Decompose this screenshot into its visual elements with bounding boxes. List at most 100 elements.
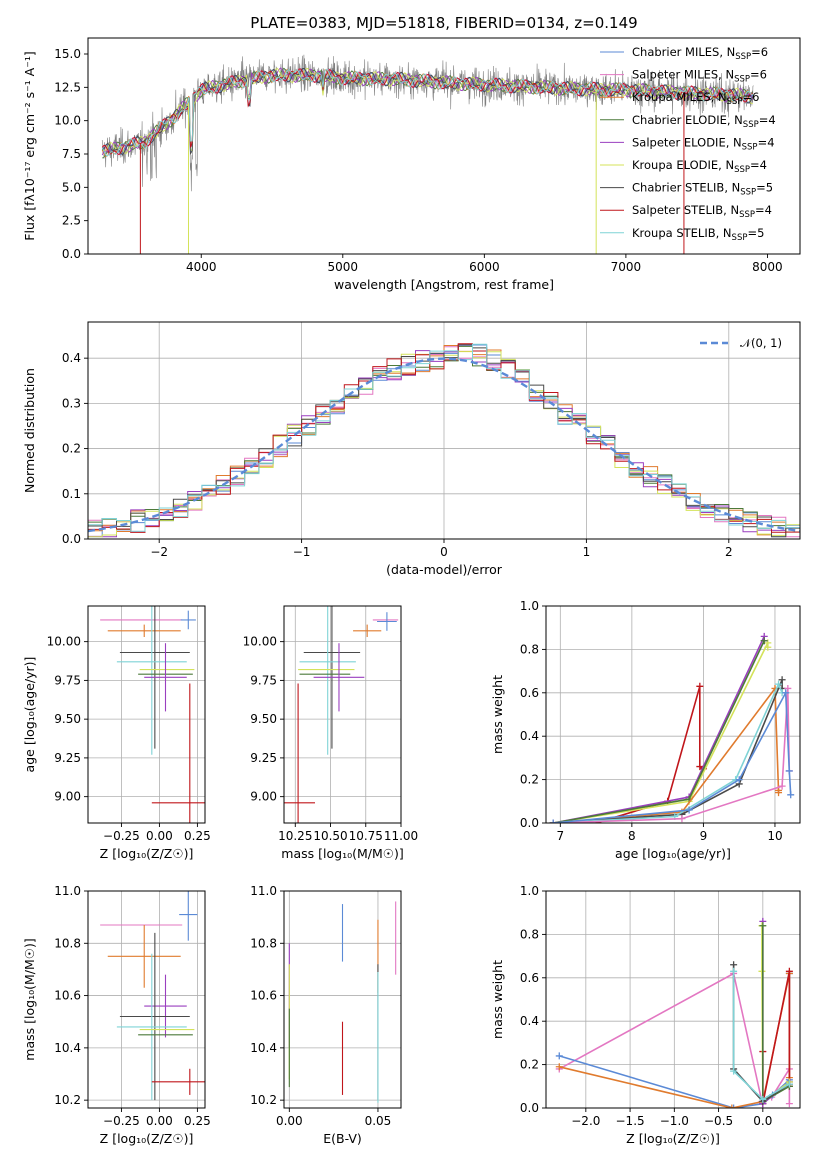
y-tick-label: 10.2 <box>54 1093 81 1107</box>
x-tick-label: −0.25 <box>103 829 140 843</box>
y-tick-label: 10.4 <box>250 1041 277 1055</box>
weight-age-panel: 7 8 9 10 0.0 0.2 0.4 0.6 0.8 1.0 age [log₁₀(age/yr… <box>490 599 801 861</box>
y-tick-label: 7.5 <box>62 147 81 161</box>
mass-weight-marker <box>555 1052 563 1060</box>
weight-Z-panel: −2.0 −1.5 −1.0 −0.5 0.0 0.0 0.2 0.4 0.6 0.8 1.0 Z [… <box>490 884 801 1146</box>
mass-EBV-plot-area <box>284 891 401 1108</box>
x-tick-label: 0.00 <box>146 1114 173 1128</box>
legend-text: Chabrier MILES, N <box>632 45 735 59</box>
residuals-panel: −2 −1 0 1 2 0.0 0.1 0.2 0.3 0.4 (data-model)/error… <box>22 321 801 577</box>
x-tick-label: 0.0 <box>753 1114 772 1128</box>
x-tick-label: 5000 <box>328 260 359 274</box>
mass-weight-marker <box>778 782 786 790</box>
y-tick-label: 1.0 <box>520 599 539 613</box>
residuals-axes-frame <box>87 321 801 540</box>
y-tick-label: 11.0 <box>250 884 277 898</box>
legend-entry: Chabrier ELODIE, NSSP=4 <box>632 113 776 130</box>
legend-text: Salpeter MILES, N <box>632 68 734 82</box>
legend-text: Chabrier ELODIE, N <box>632 113 743 127</box>
mass-weight-marker <box>775 680 783 688</box>
mass-weight-marker <box>764 643 772 651</box>
y-tick-label: 10.2 <box>250 1093 277 1107</box>
mass-weight-marker <box>775 789 783 797</box>
weight-age-plot-area <box>546 606 800 823</box>
legend-value: =4 <box>750 158 767 172</box>
mass-EBV-axes-frame <box>283 890 402 1109</box>
x-tick-label: 10 <box>767 829 782 843</box>
y-tick-label: 0.2 <box>520 773 539 787</box>
y-tick-label: 9.25 <box>54 751 81 765</box>
legend-entry: 𝒩(0, 1) <box>740 336 782 350</box>
mass-weight-marker <box>759 1095 767 1103</box>
mass-weight-marker <box>785 1080 793 1088</box>
x-tick-label: 7 <box>556 829 564 843</box>
legend-entry: Kroupa MILES, NSSP=6 <box>632 90 759 107</box>
legend-text: Salpeter STELIB, N <box>632 203 739 217</box>
x-tick-label: 10.25 <box>278 829 312 843</box>
mass-weight-marker <box>784 684 792 692</box>
legend-text: Kroupa MILES, N <box>632 90 727 104</box>
legend-entry: Kroupa ELODIE, NSSP=4 <box>632 158 767 175</box>
y-tick-label: 0.6 <box>520 971 539 985</box>
legend-entry: Salpeter ELODIE, NSSP=4 <box>632 135 775 152</box>
legend-value: =5 <box>747 226 764 240</box>
x-tick-label: 8000 <box>752 260 783 274</box>
x-tick-label: 1 <box>583 545 591 559</box>
model-spectrum-line <box>101 68 753 156</box>
y-tick-label: 0.4 <box>520 729 539 743</box>
y-tick-label: 12.5 <box>54 80 81 94</box>
x-tick-label: −2 <box>150 545 168 559</box>
x-axis-label: Z [log₁₀(Z/Z☉)] <box>100 846 194 861</box>
mass-weight-marker <box>728 1104 736 1108</box>
weight-Z-plot-area <box>546 891 800 1108</box>
mass-weight-marker <box>787 791 795 799</box>
mass-weight-marker <box>785 967 793 975</box>
mass-weight-line <box>553 689 792 823</box>
legend-entry: Salpeter MILES, NSSP=6 <box>632 68 767 85</box>
y-tick-label: 10.6 <box>54 989 81 1003</box>
legend-value: =4 <box>755 203 772 217</box>
legend-text: Kroupa STELIB, N <box>632 226 732 240</box>
legend-text: Salpeter ELODIE, N <box>632 135 742 149</box>
legend-subscript: SSP <box>732 233 748 243</box>
y-tick-label: 10.8 <box>250 936 277 950</box>
y-axis-label: mass weight <box>490 960 505 1039</box>
x-tick-label: 0.05 <box>365 1114 392 1128</box>
legend-subscript: SSP <box>734 75 750 85</box>
legend-value: =5 <box>756 181 773 195</box>
x-tick-label: −1.0 <box>660 1114 689 1128</box>
x-tick-label: 0.25 <box>184 829 211 843</box>
mass-weight-marker <box>696 682 704 690</box>
y-tick-label: 10.6 <box>250 989 277 1003</box>
y-tick-label: 1.0 <box>520 884 539 898</box>
mass-weight-marker <box>555 1063 563 1071</box>
model-spectrum-line <box>101 67 754 156</box>
x-tick-label: −0.5 <box>704 1114 733 1128</box>
y-tick-label: 9.00 <box>250 790 277 804</box>
mass-weight-marker <box>730 961 738 969</box>
y-axis-label: Flux [fλ10⁻¹⁷ erg cm⁻² s⁻¹ A⁻¹] <box>22 51 37 240</box>
mass-EBV-panel: 0.00 0.05 10.2 10.4 10.6 10.8 11.0 E(B-V) <box>250 884 402 1146</box>
mass-weight-marker <box>782 689 790 697</box>
mass-Z-panel: −0.25 0.00 0.25 10.2 10.4 10.6 10.8 11.0 Z [log₁… <box>22 884 211 1146</box>
mass-weight-marker <box>685 806 693 814</box>
y-tick-label: 9.50 <box>54 712 81 726</box>
mass-weight-marker <box>785 767 793 775</box>
legend-subscript: SSP <box>734 165 750 175</box>
age-mass-axes-frame <box>283 605 402 824</box>
x-tick-label: 7000 <box>611 260 642 274</box>
legend-subscript: SSP <box>735 52 751 62</box>
mass-weight-marker <box>758 967 766 975</box>
mass-weight-line <box>553 640 765 823</box>
residual-histogram <box>88 343 800 533</box>
x-axis-label: E(B-V) <box>323 1131 362 1146</box>
legend-value: =6 <box>750 68 767 82</box>
normal-curve <box>88 357 800 533</box>
y-tick-label: 5.0 <box>62 180 81 194</box>
legend-entry: Salpeter STELIB, NSSP=4 <box>632 203 772 220</box>
legend-subscript: SSP <box>727 97 743 107</box>
y-tick-label: 10.4 <box>54 1041 81 1055</box>
age-mass-plot-area <box>284 606 401 823</box>
y-tick-label: 11.0 <box>54 884 81 898</box>
legend-text: Kroupa ELODIE, N <box>632 158 734 172</box>
